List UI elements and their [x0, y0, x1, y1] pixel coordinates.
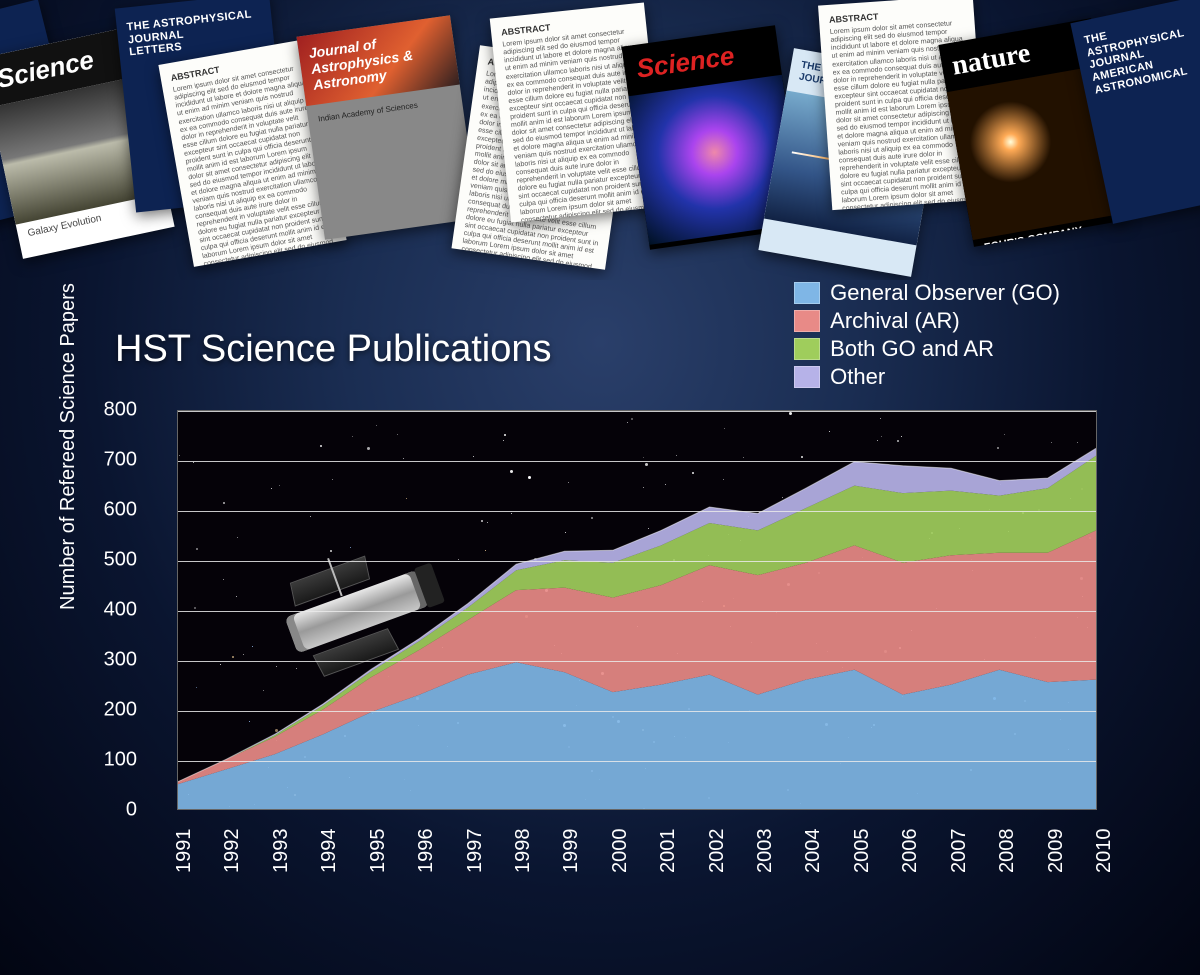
y-tick: 500 [104, 549, 137, 572]
gridline [178, 411, 1096, 412]
x-tick: 2001 [657, 829, 680, 874]
gridline [178, 461, 1096, 462]
y-tick: 800 [104, 399, 137, 422]
y-tick: 600 [104, 499, 137, 522]
journal-collage: JOURNALSOCIETYScienceGalaxy EvolutionTHE… [0, 0, 1200, 280]
gridline [178, 761, 1096, 762]
x-tick: 1995 [367, 829, 390, 874]
x-tick: 2004 [802, 829, 825, 874]
x-tick: 2003 [754, 829, 777, 874]
y-tick: 100 [104, 749, 137, 772]
y-axis-label: Number of Refereed Science Papers [57, 283, 80, 610]
gridline [178, 611, 1096, 612]
gridline [178, 711, 1096, 712]
legend-item: Archival (AR) [794, 308, 1060, 334]
x-tick: 1999 [560, 829, 583, 874]
y-tick: 700 [104, 449, 137, 472]
x-axis: 1991199219931994199519961997199819992000… [177, 815, 1097, 935]
x-tick: 1992 [221, 829, 244, 874]
journal-cover: Journal of Astrophysics & AstronomyIndia… [296, 15, 478, 240]
x-tick: 2006 [899, 829, 922, 874]
gridline [178, 561, 1096, 562]
y-tick: 400 [104, 599, 137, 622]
gridline [178, 661, 1096, 662]
plot-area [177, 410, 1097, 810]
legend-label: Both GO and AR [830, 336, 994, 362]
legend-swatch [794, 366, 820, 388]
legend-swatch [794, 310, 820, 332]
legend-swatch [794, 282, 820, 304]
y-tick: 300 [104, 649, 137, 672]
legend-item: Both GO and AR [794, 336, 1060, 362]
x-tick: 2009 [1045, 829, 1068, 874]
legend-swatch [794, 338, 820, 360]
y-tick: 0 [126, 799, 137, 822]
x-tick: 2002 [706, 829, 729, 874]
x-tick: 2005 [851, 829, 874, 874]
legend: General Observer (GO)Archival (AR)Both G… [794, 280, 1060, 392]
gridline [178, 511, 1096, 512]
x-tick: 2000 [609, 829, 632, 874]
y-tick: 200 [104, 699, 137, 722]
legend-label: Other [830, 364, 885, 390]
legend-item: General Observer (GO) [794, 280, 1060, 306]
x-tick: 1994 [318, 829, 341, 874]
legend-item: Other [794, 364, 1060, 390]
legend-label: General Observer (GO) [830, 280, 1060, 306]
x-tick: 1996 [415, 829, 438, 874]
chart-title: HST Science Publications [115, 328, 552, 371]
x-tick: 2010 [1093, 829, 1116, 874]
x-tick: 2008 [996, 829, 1019, 874]
x-tick: 1993 [270, 829, 293, 874]
x-tick: 1997 [464, 829, 487, 874]
x-tick: 1998 [512, 829, 535, 874]
x-tick: 1991 [173, 829, 196, 874]
legend-label: Archival (AR) [830, 308, 960, 334]
x-tick: 2007 [948, 829, 971, 874]
